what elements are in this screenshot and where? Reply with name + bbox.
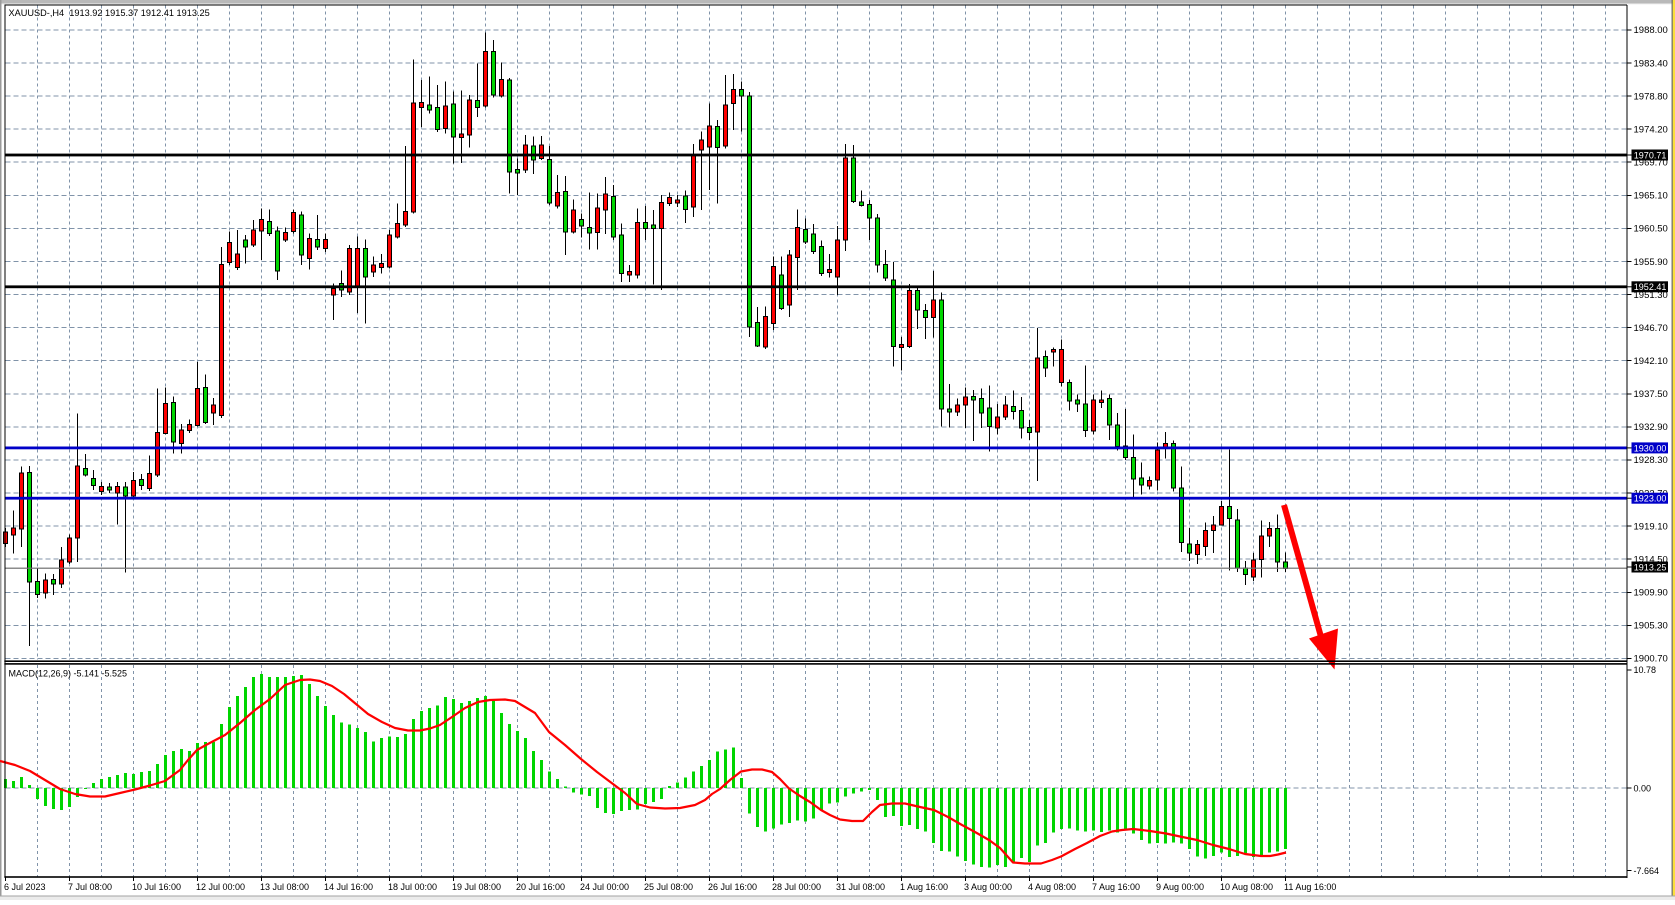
- svg-text:1930.00: 1930.00: [1634, 443, 1667, 453]
- svg-text:1932.90: 1932.90: [1634, 422, 1668, 433]
- svg-text:25 Jul 08:00: 25 Jul 08:00: [644, 882, 693, 892]
- svg-text:19 Jul 08:00: 19 Jul 08:00: [452, 882, 501, 892]
- svg-text:1900.70: 1900.70: [1634, 654, 1668, 665]
- svg-text:1946.70: 1946.70: [1634, 323, 1668, 334]
- svg-text:18 Jul 00:00: 18 Jul 00:00: [388, 882, 437, 892]
- svg-text:1909.90: 1909.90: [1634, 588, 1668, 599]
- svg-text:1914.50: 1914.50: [1634, 555, 1668, 566]
- svg-text:11 Aug 16:00: 11 Aug 16:00: [1284, 882, 1336, 892]
- svg-text:MACD(12,26,9) -5.141 -5.525: MACD(12,26,9) -5.141 -5.525: [9, 669, 128, 679]
- svg-text:1988.00: 1988.00: [1634, 25, 1668, 36]
- svg-text:7 Jul 08:00: 7 Jul 08:00: [68, 882, 112, 892]
- svg-text:12 Jul 00:00: 12 Jul 00:00: [196, 882, 245, 892]
- svg-text:1913.25: 1913.25: [1634, 562, 1667, 572]
- svg-text:20 Jul 16:00: 20 Jul 16:00: [516, 882, 565, 892]
- svg-text:1905.30: 1905.30: [1634, 621, 1668, 632]
- svg-text:13 Jul 08:00: 13 Jul 08:00: [260, 882, 309, 892]
- svg-text:1969.70: 1969.70: [1634, 158, 1668, 169]
- svg-text:1923.00: 1923.00: [1634, 494, 1667, 504]
- svg-text:28 Jul 00:00: 28 Jul 00:00: [772, 882, 821, 892]
- svg-text:24 Jul 00:00: 24 Jul 00:00: [580, 882, 629, 892]
- svg-text:26 Jul 16:00: 26 Jul 16:00: [708, 882, 757, 892]
- svg-text:1978.80: 1978.80: [1634, 91, 1668, 102]
- svg-text:0.00: 0.00: [1634, 783, 1652, 793]
- svg-text:1919.10: 1919.10: [1634, 521, 1668, 532]
- svg-text:1955.90: 1955.90: [1634, 257, 1668, 268]
- svg-text:1937.50: 1937.50: [1634, 389, 1668, 400]
- svg-text:6 Jul 2023: 6 Jul 2023: [4, 882, 46, 892]
- svg-text:1974.20: 1974.20: [1634, 124, 1668, 135]
- svg-text:1928.30: 1928.30: [1634, 455, 1668, 466]
- svg-text:7 Aug 16:00: 7 Aug 16:00: [1092, 882, 1140, 892]
- svg-text:1951.30: 1951.30: [1634, 290, 1668, 301]
- svg-text:1942.10: 1942.10: [1634, 356, 1668, 367]
- svg-text:1983.40: 1983.40: [1634, 58, 1668, 69]
- svg-text:9 Aug 00:00: 9 Aug 00:00: [1156, 882, 1204, 892]
- svg-text:XAUUSD-,H4 1913.92 1915.37 19: XAUUSD-,H4 1913.92 1915.37 1912.41 1913.…: [9, 8, 210, 18]
- svg-text:14 Jul 16:00: 14 Jul 16:00: [324, 882, 373, 892]
- svg-text:10 Jul 16:00: 10 Jul 16:00: [132, 882, 181, 892]
- svg-text:1965.10: 1965.10: [1634, 191, 1668, 202]
- svg-text:-7.664: -7.664: [1634, 866, 1660, 876]
- svg-text:1960.50: 1960.50: [1634, 224, 1668, 235]
- svg-text:1970.71: 1970.71: [1634, 150, 1667, 160]
- svg-text:1952.41: 1952.41: [1634, 282, 1667, 292]
- svg-text:1 Aug 16:00: 1 Aug 16:00: [900, 882, 948, 892]
- svg-text:10 Aug 08:00: 10 Aug 08:00: [1220, 882, 1273, 892]
- svg-text:3 Aug 00:00: 3 Aug 00:00: [964, 882, 1012, 892]
- svg-text:4 Aug 08:00: 4 Aug 08:00: [1028, 882, 1076, 892]
- svg-text:31 Jul 08:00: 31 Jul 08:00: [836, 882, 885, 892]
- svg-text:10.78: 10.78: [1634, 665, 1657, 675]
